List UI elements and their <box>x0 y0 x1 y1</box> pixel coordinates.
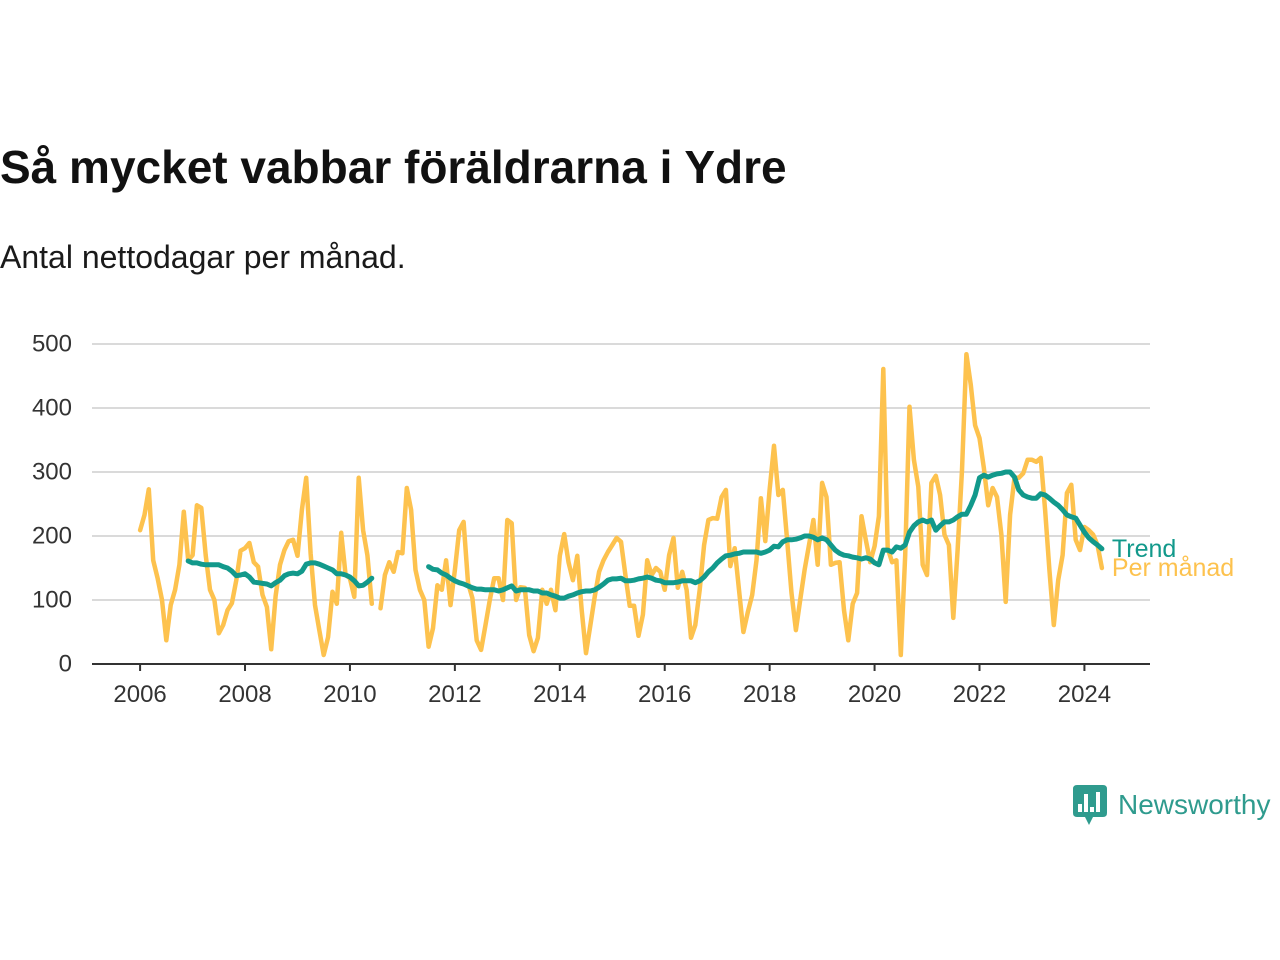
x-tick-label-2018: 2018 <box>743 681 796 708</box>
y-tick-label-100: 100 <box>32 587 72 614</box>
newsworthy-logo: Newsworthy <box>1072 784 1270 826</box>
series-label-per-manad: Per månad <box>1112 554 1234 582</box>
x-tick-label-2016: 2016 <box>638 681 691 708</box>
x-tick-label-2012: 2012 <box>428 681 481 708</box>
newsworthy-logo-text: Newsworthy <box>1118 789 1271 820</box>
x-tick-label-2022: 2022 <box>953 681 1006 708</box>
newsworthy-logo-icon <box>1073 785 1107 825</box>
x-tick-label-2006: 2006 <box>113 681 166 708</box>
series-lines <box>137 351 1105 658</box>
chart-subtitle: Antal nettodagar per månad. <box>0 239 406 275</box>
y-tick-label-200: 200 <box>32 523 72 550</box>
y-tick-label-400: 400 <box>32 395 72 422</box>
y-tick-label-300: 300 <box>32 459 72 486</box>
series-line-per-manad <box>137 351 1105 658</box>
series-label-trend: Trend <box>1112 535 1176 563</box>
x-tick-label-2010: 2010 <box>323 681 376 708</box>
y-axis-tick-labels: 0 100 200 300 400 500 <box>32 331 72 678</box>
x-axis-ticks: 2006 2008 2010 2012 2014 2016 2018 2020 2022 2024 <box>113 664 1111 708</box>
series-line-trend <box>185 469 1105 601</box>
x-tick-label-2024: 2024 <box>1058 681 1111 708</box>
line-chart: 0 100 200 300 400 500 2006 2008 2010 2012 2014 201… <box>32 331 1234 709</box>
x-tick-label-2008: 2008 <box>218 681 271 708</box>
x-tick-label-2020: 2020 <box>848 681 901 708</box>
y-tick-label-500: 500 <box>32 331 72 358</box>
x-tick-label-2014: 2014 <box>533 681 586 708</box>
y-gridlines <box>92 343 1150 601</box>
chart-title: Så mycket vabbar föräldrarna i Ydre <box>0 141 787 193</box>
y-tick-label-0: 0 <box>59 651 72 678</box>
